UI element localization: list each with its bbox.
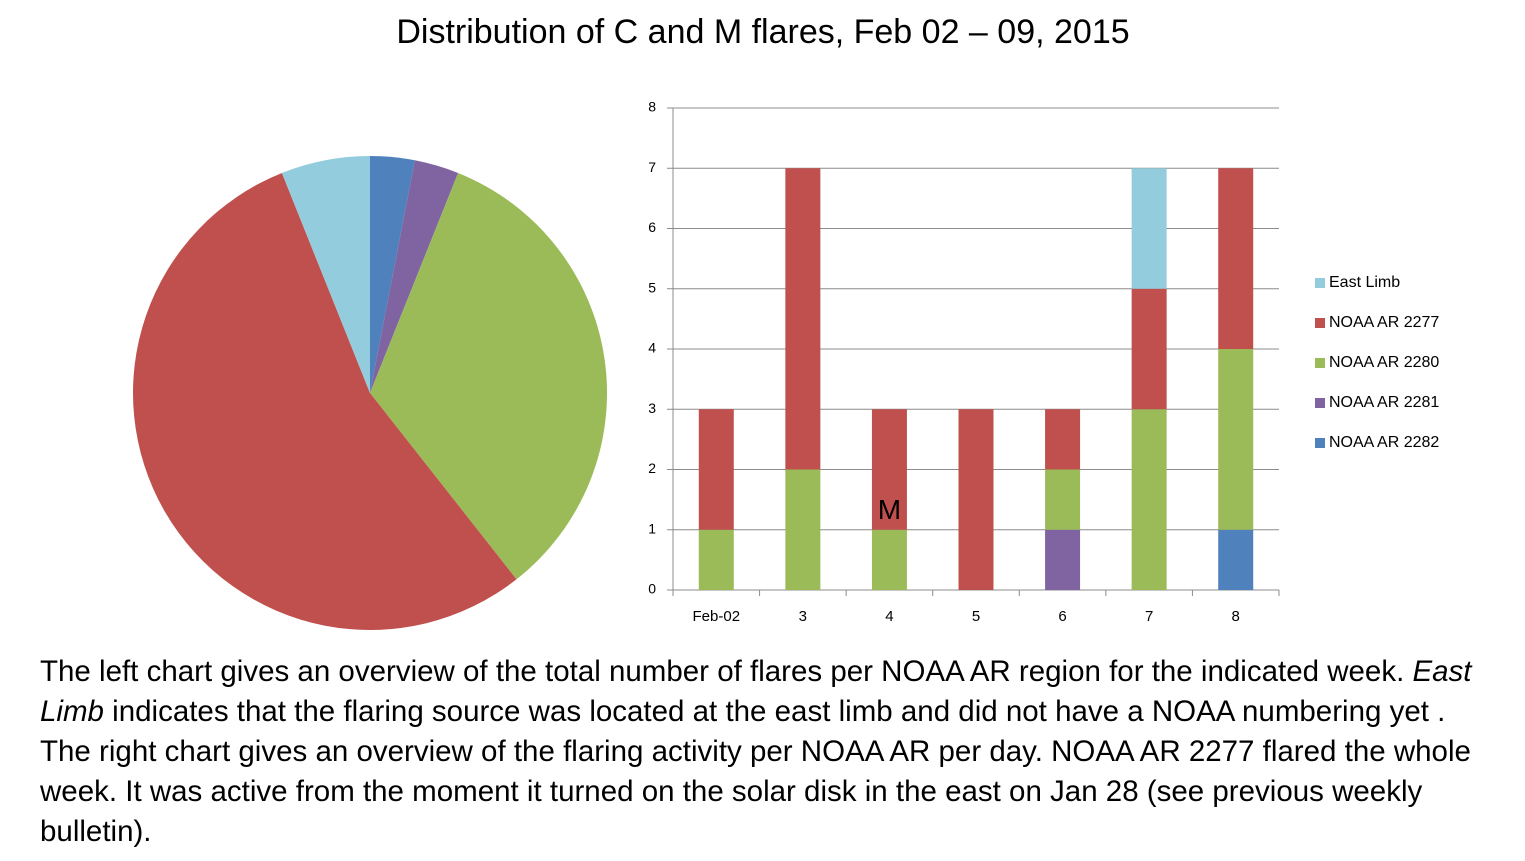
y-tick-label: 1 bbox=[648, 520, 656, 536]
x-tick-label: Feb-02 bbox=[693, 608, 741, 625]
bar-segment bbox=[698, 529, 734, 590]
caption-text: indicates that the flaring source was lo… bbox=[40, 695, 1471, 848]
bar-segment bbox=[785, 469, 821, 590]
legend-swatch bbox=[1315, 318, 1325, 328]
legend-label: NOAA AR 2281 bbox=[1329, 394, 1439, 411]
title: Distribution of C and M flares, Feb 02 –… bbox=[396, 13, 1129, 51]
bar-segment bbox=[1131, 168, 1167, 289]
legend-swatch bbox=[1315, 438, 1325, 448]
y-tick-label: 8 bbox=[648, 99, 656, 115]
y-tick-label: 4 bbox=[648, 340, 656, 356]
y-tick-label: 3 bbox=[648, 400, 656, 416]
y-tick-label: 6 bbox=[648, 219, 656, 235]
x-tick-label: 6 bbox=[1058, 608, 1066, 625]
pie-slice bbox=[370, 156, 415, 393]
legend-swatch bbox=[1315, 398, 1325, 408]
x-tick-label: 3 bbox=[799, 608, 807, 625]
x-tick-label: 8 bbox=[1232, 608, 1240, 625]
legend-swatch bbox=[1315, 358, 1325, 368]
bar-segment bbox=[871, 529, 907, 590]
bar-segment bbox=[1218, 349, 1254, 530]
bar-segment bbox=[871, 409, 907, 530]
bar-segment bbox=[1131, 409, 1167, 590]
legend-label: NOAA AR 2282 bbox=[1329, 434, 1439, 451]
bar-segment bbox=[1045, 529, 1081, 590]
legend-label: NOAA AR 2277 bbox=[1329, 314, 1439, 331]
legend-swatch bbox=[1315, 278, 1325, 288]
x-tick-label: 4 bbox=[885, 608, 893, 625]
bar-segment bbox=[1218, 168, 1254, 349]
bar-segment bbox=[1218, 529, 1254, 590]
x-tick-label: 5 bbox=[972, 608, 980, 625]
bar-segment bbox=[785, 168, 821, 470]
x-tick-label: 7 bbox=[1145, 608, 1153, 625]
legend-label: East Limb bbox=[1329, 274, 1400, 291]
pie-slice bbox=[370, 172, 607, 580]
caption-text: The left chart gives an overview of the … bbox=[40, 655, 1413, 688]
y-tick-label: 7 bbox=[648, 159, 656, 175]
caption: The left chart gives an overview of the … bbox=[40, 652, 1500, 852]
bar-segment bbox=[698, 409, 734, 530]
caption-italic: East Limb bbox=[40, 655, 1472, 728]
bar-segment bbox=[1045, 469, 1081, 530]
pie-slice bbox=[281, 156, 370, 393]
pie-slice bbox=[132, 172, 517, 631]
chart: Distribution of C and M flares, Feb 02 –… bbox=[132, 13, 1439, 631]
bar-segment bbox=[1131, 288, 1167, 410]
y-tick-label: 2 bbox=[648, 460, 656, 476]
pie-slice bbox=[370, 160, 459, 393]
annotation: M bbox=[878, 494, 901, 525]
legend-label: NOAA AR 2280 bbox=[1329, 354, 1439, 371]
y-tick-label: 5 bbox=[648, 279, 656, 295]
bar-segment bbox=[958, 409, 994, 590]
bar-segment bbox=[1045, 409, 1081, 470]
y-tick-label: 0 bbox=[648, 581, 656, 597]
